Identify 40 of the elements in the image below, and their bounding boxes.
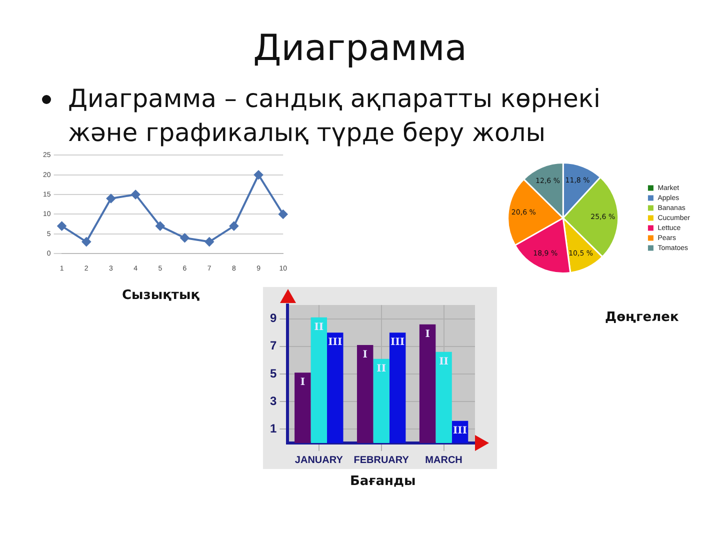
y-tick-label: 1 [270,422,277,436]
point [82,237,91,246]
bar [294,372,311,443]
point [156,222,165,231]
text: I [362,350,368,361]
text: I [425,328,430,340]
x-tick-label: MARCH [425,454,462,466]
point [254,170,264,180]
bar [310,317,328,443]
text: II [314,322,324,334]
text: Сызықтық [122,288,200,303]
text: Диаграмма – сандық ақпаратты көрнекі және графикалық түрде беру жолы [68,84,600,147]
point [278,210,288,219]
bar [436,352,452,443]
point [229,222,238,231]
bar [327,332,344,443]
series-label: III [328,337,342,348]
text: III [452,426,468,437]
series-label: I [300,377,306,388]
bar [373,358,390,443]
point [57,222,66,231]
x-tick-label: JANUARY [294,454,344,466]
text: II [439,356,448,368]
y-tick-label: 5 [270,366,277,380]
point [106,194,116,203]
x-tick-label: FEBRUARY [354,454,410,466]
point [180,233,190,242]
text: Диаграмма [252,28,468,69]
bar [419,324,436,443]
series-label: II [376,363,386,374]
bar [389,332,406,443]
y-tick-label: 9 [270,311,277,326]
point [204,237,214,246]
text: III [390,337,405,348]
y-tick-label: 3 [270,394,277,408]
text: Бағанды [350,474,416,489]
point [131,190,140,200]
text: Дөңгелек [605,310,679,325]
y-tick-label: 7 [270,338,277,353]
bar [356,345,374,443]
